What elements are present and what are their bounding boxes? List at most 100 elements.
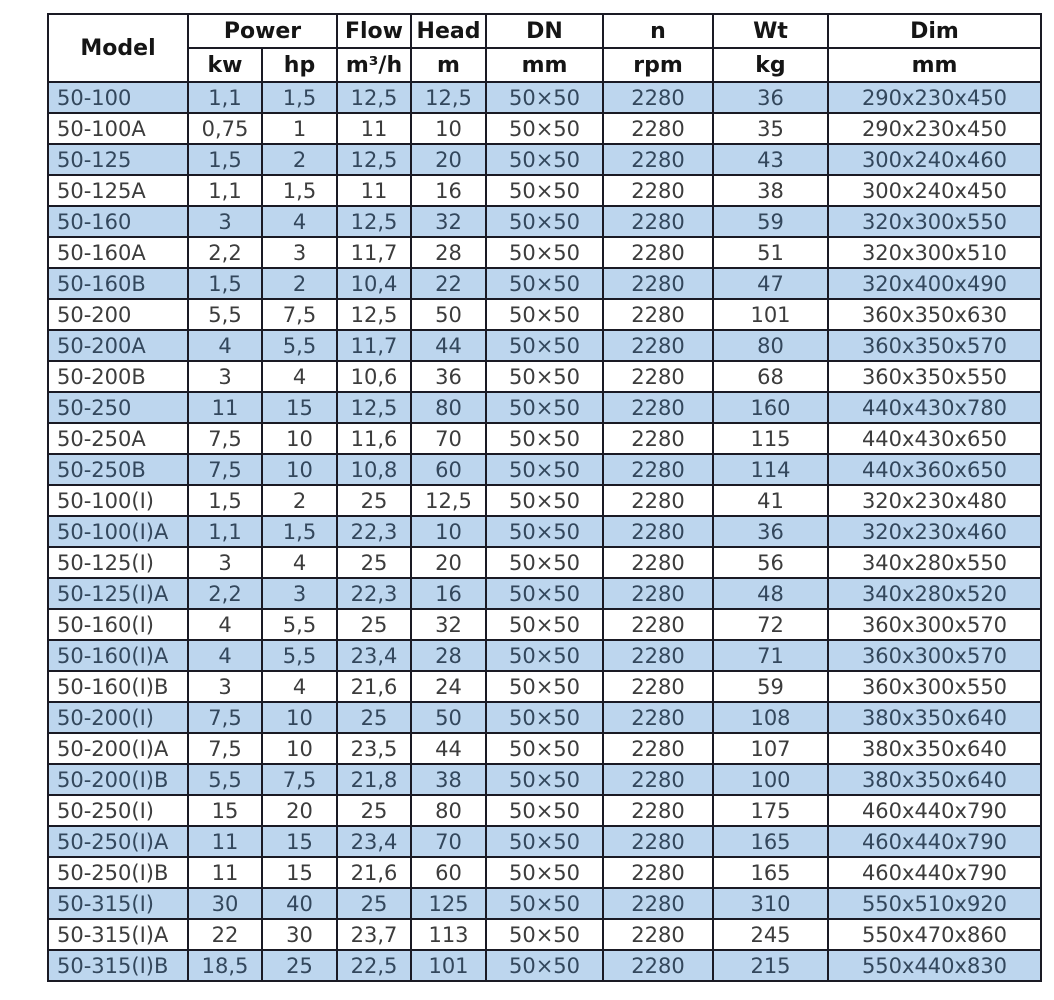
cell-head: 20 xyxy=(410,546,487,579)
cell-model: 50-250A xyxy=(47,422,189,455)
cell-model: 50-250(I)B xyxy=(47,856,189,889)
cell-dn: 50×50 xyxy=(485,453,604,486)
cell-dim: 320x300x550 xyxy=(827,205,1042,238)
cell-power-hp: 10 xyxy=(261,701,338,734)
cell-weight: 48 xyxy=(712,577,829,610)
cell-rpm: 2280 xyxy=(602,794,714,827)
cell-dn: 50×50 xyxy=(485,701,604,734)
cell-dn: 50×50 xyxy=(485,763,604,796)
cell-power-kw: 3 xyxy=(187,546,263,579)
table-row: 50-200(I) 7,5 10 25 50 50×50 2280 108 380x350x64… xyxy=(47,701,1042,734)
cell-power-kw: 1,1 xyxy=(187,515,263,548)
unit-header-m3h: m³/h xyxy=(336,47,412,83)
cell-dim: 380x350x640 xyxy=(827,701,1042,734)
cell-flow: 22,3 xyxy=(336,515,412,548)
cell-power-kw: 5,5 xyxy=(187,763,263,796)
cell-rpm: 2280 xyxy=(602,236,714,269)
cell-flow: 12,5 xyxy=(336,391,412,424)
cell-head: 10 xyxy=(410,112,487,145)
table-row: 50-200A 4 5,5 11,7 44 50×50 2280 80 360x350x570 xyxy=(47,329,1042,362)
cell-head: 50 xyxy=(410,701,487,734)
table-row: 50-160(I) 4 5,5 25 32 50×50 2280 72 360x300x570 xyxy=(47,608,1042,641)
cell-power-kw: 4 xyxy=(187,608,263,641)
cell-model: 50-100(I)A xyxy=(47,515,189,548)
cell-power-hp: 4 xyxy=(261,360,338,393)
cell-model: 50-250 xyxy=(47,391,189,424)
cell-power-hp: 3 xyxy=(261,236,338,269)
table-row: 50-100(I)A 1,1 1,5 22,3 10 50×50 2280 36 320x230… xyxy=(47,515,1042,548)
table-row: 50-125(I)A 2,2 3 22,3 16 50×50 2280 48 340x280x5… xyxy=(47,577,1042,610)
cell-weight: 100 xyxy=(712,763,829,796)
cell-dn: 50×50 xyxy=(485,422,604,455)
unit-header-m: m xyxy=(410,47,487,83)
cell-dn: 50×50 xyxy=(485,949,604,982)
cell-model: 50-160(I) xyxy=(47,608,189,641)
cell-rpm: 2280 xyxy=(602,174,714,207)
cell-head: 44 xyxy=(410,732,487,765)
cell-rpm: 2280 xyxy=(602,81,714,114)
cell-weight: 175 xyxy=(712,794,829,827)
cell-weight: 56 xyxy=(712,546,829,579)
cell-power-hp: 5,5 xyxy=(261,608,338,641)
table-row: 50-160A 2,2 3 11,7 28 50×50 2280 51 320x300x510 xyxy=(47,236,1042,269)
cell-head: 80 xyxy=(410,391,487,424)
column-header-dn: DN xyxy=(485,13,604,49)
cell-power-hp: 7,5 xyxy=(261,763,338,796)
cell-rpm: 2280 xyxy=(602,732,714,765)
cell-model: 50-315(I) xyxy=(47,887,189,920)
cell-dn: 50×50 xyxy=(485,670,604,703)
cell-dim: 360x350x630 xyxy=(827,298,1042,331)
cell-dn: 50×50 xyxy=(485,639,604,672)
cell-dn: 50×50 xyxy=(485,856,604,889)
cell-flow: 21,6 xyxy=(336,856,412,889)
cell-weight: 35 xyxy=(712,112,829,145)
cell-head: 125 xyxy=(410,887,487,920)
cell-dim: 440x360x650 xyxy=(827,453,1042,486)
cell-head: 60 xyxy=(410,453,487,486)
cell-head: 32 xyxy=(410,205,487,238)
cell-dn: 50×50 xyxy=(485,608,604,641)
cell-head: 101 xyxy=(410,949,487,982)
cell-weight: 72 xyxy=(712,608,829,641)
table-row: 50-315(I)B 18,5 25 22,5 101 50×50 2280 215 550x4… xyxy=(47,949,1042,982)
cell-dn: 50×50 xyxy=(485,577,604,610)
table-row: 50-125(I) 3 4 25 20 50×50 2280 56 340x280x550 xyxy=(47,546,1042,579)
cell-dn: 50×50 xyxy=(485,329,604,362)
cell-dim: 460x440x790 xyxy=(827,856,1042,889)
cell-head: 60 xyxy=(410,856,487,889)
cell-rpm: 2280 xyxy=(602,112,714,145)
column-header-n: n xyxy=(602,13,714,49)
cell-power-kw: 15 xyxy=(187,794,263,827)
cell-model: 50-160(I)B xyxy=(47,670,189,703)
cell-flow: 21,8 xyxy=(336,763,412,796)
cell-dn: 50×50 xyxy=(485,298,604,331)
cell-power-hp: 3 xyxy=(261,577,338,610)
cell-dim: 320x400x490 xyxy=(827,267,1042,300)
cell-rpm: 2280 xyxy=(602,453,714,486)
cell-dn: 50×50 xyxy=(485,143,604,176)
cell-flow: 25 xyxy=(336,701,412,734)
cell-flow: 12,5 xyxy=(336,81,412,114)
cell-rpm: 2280 xyxy=(602,639,714,672)
cell-weight: 101 xyxy=(712,298,829,331)
cell-rpm: 2280 xyxy=(602,484,714,517)
cell-flow: 23,4 xyxy=(336,825,412,858)
unit-header-dim-mm: mm xyxy=(827,47,1042,83)
cell-dn: 50×50 xyxy=(485,484,604,517)
spec-table-body: 50-100 1,1 1,5 12,5 12,5 50×50 2280 36 290x230x4… xyxy=(47,81,1042,982)
cell-weight: 310 xyxy=(712,887,829,920)
cell-power-hp: 15 xyxy=(261,391,338,424)
cell-power-kw: 4 xyxy=(187,639,263,672)
cell-power-hp: 2 xyxy=(261,143,338,176)
table-row: 50-250A 7,5 10 11,6 70 50×50 2280 115 440x430x65… xyxy=(47,422,1042,455)
cell-power-hp: 25 xyxy=(261,949,338,982)
table-row: 50-315(I)A 22 30 23,7 113 50×50 2280 245 550x470… xyxy=(47,918,1042,951)
cell-weight: 165 xyxy=(712,825,829,858)
cell-flow: 12,5 xyxy=(336,298,412,331)
cell-power-kw: 1,5 xyxy=(187,484,263,517)
table-row: 50-200(I)B 5,5 7,5 21,8 38 50×50 2280 100 380x35… xyxy=(47,763,1042,796)
cell-power-kw: 7,5 xyxy=(187,453,263,486)
cell-model: 50-250(I) xyxy=(47,794,189,827)
cell-power-hp: 2 xyxy=(261,484,338,517)
cell-weight: 71 xyxy=(712,639,829,672)
